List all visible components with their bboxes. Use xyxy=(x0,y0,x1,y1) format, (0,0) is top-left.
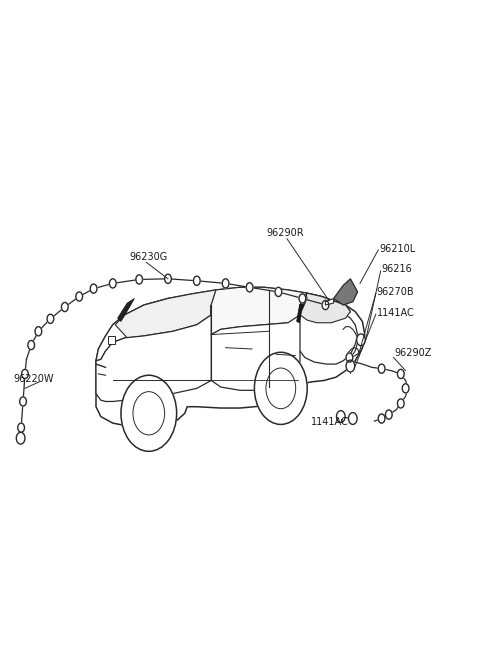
Polygon shape xyxy=(211,305,300,390)
Polygon shape xyxy=(325,298,334,305)
Circle shape xyxy=(397,369,404,379)
Text: 96210L: 96210L xyxy=(379,244,416,254)
Circle shape xyxy=(222,279,229,288)
Text: 1141AC: 1141AC xyxy=(312,417,349,427)
Circle shape xyxy=(378,364,385,373)
Text: 96216: 96216 xyxy=(382,264,412,274)
Polygon shape xyxy=(96,315,211,401)
Polygon shape xyxy=(300,293,350,323)
Polygon shape xyxy=(96,287,365,428)
Text: 96230G: 96230G xyxy=(130,252,168,262)
Polygon shape xyxy=(297,294,307,323)
Text: 96270B: 96270B xyxy=(377,287,414,297)
Circle shape xyxy=(299,294,306,303)
Circle shape xyxy=(378,414,385,423)
Circle shape xyxy=(20,397,26,406)
Polygon shape xyxy=(108,336,115,344)
Circle shape xyxy=(28,340,35,350)
Text: 96290R: 96290R xyxy=(266,228,304,238)
Circle shape xyxy=(121,375,177,451)
Circle shape xyxy=(193,276,200,285)
Circle shape xyxy=(346,360,355,372)
Circle shape xyxy=(47,314,54,323)
Circle shape xyxy=(165,274,171,283)
Circle shape xyxy=(16,432,25,444)
Polygon shape xyxy=(211,287,350,335)
Circle shape xyxy=(322,300,329,310)
Circle shape xyxy=(136,275,143,284)
Circle shape xyxy=(385,410,392,419)
Circle shape xyxy=(402,384,409,393)
Circle shape xyxy=(397,399,404,408)
Polygon shape xyxy=(96,297,211,361)
Circle shape xyxy=(76,292,83,301)
Polygon shape xyxy=(115,290,216,338)
Circle shape xyxy=(22,369,28,379)
Circle shape xyxy=(61,302,68,312)
Circle shape xyxy=(254,352,307,424)
Polygon shape xyxy=(334,279,358,305)
Circle shape xyxy=(357,334,365,346)
Text: 1141AC: 1141AC xyxy=(377,308,415,318)
Circle shape xyxy=(275,287,282,297)
Circle shape xyxy=(18,423,24,432)
Circle shape xyxy=(35,327,42,336)
Polygon shape xyxy=(295,293,358,364)
Circle shape xyxy=(109,279,116,288)
Circle shape xyxy=(336,411,345,422)
Circle shape xyxy=(246,283,253,292)
Text: 96290Z: 96290Z xyxy=(395,348,432,358)
Circle shape xyxy=(346,353,353,362)
Circle shape xyxy=(348,413,357,424)
Polygon shape xyxy=(118,298,134,321)
Text: 96220W: 96220W xyxy=(13,374,54,384)
Circle shape xyxy=(90,284,97,293)
